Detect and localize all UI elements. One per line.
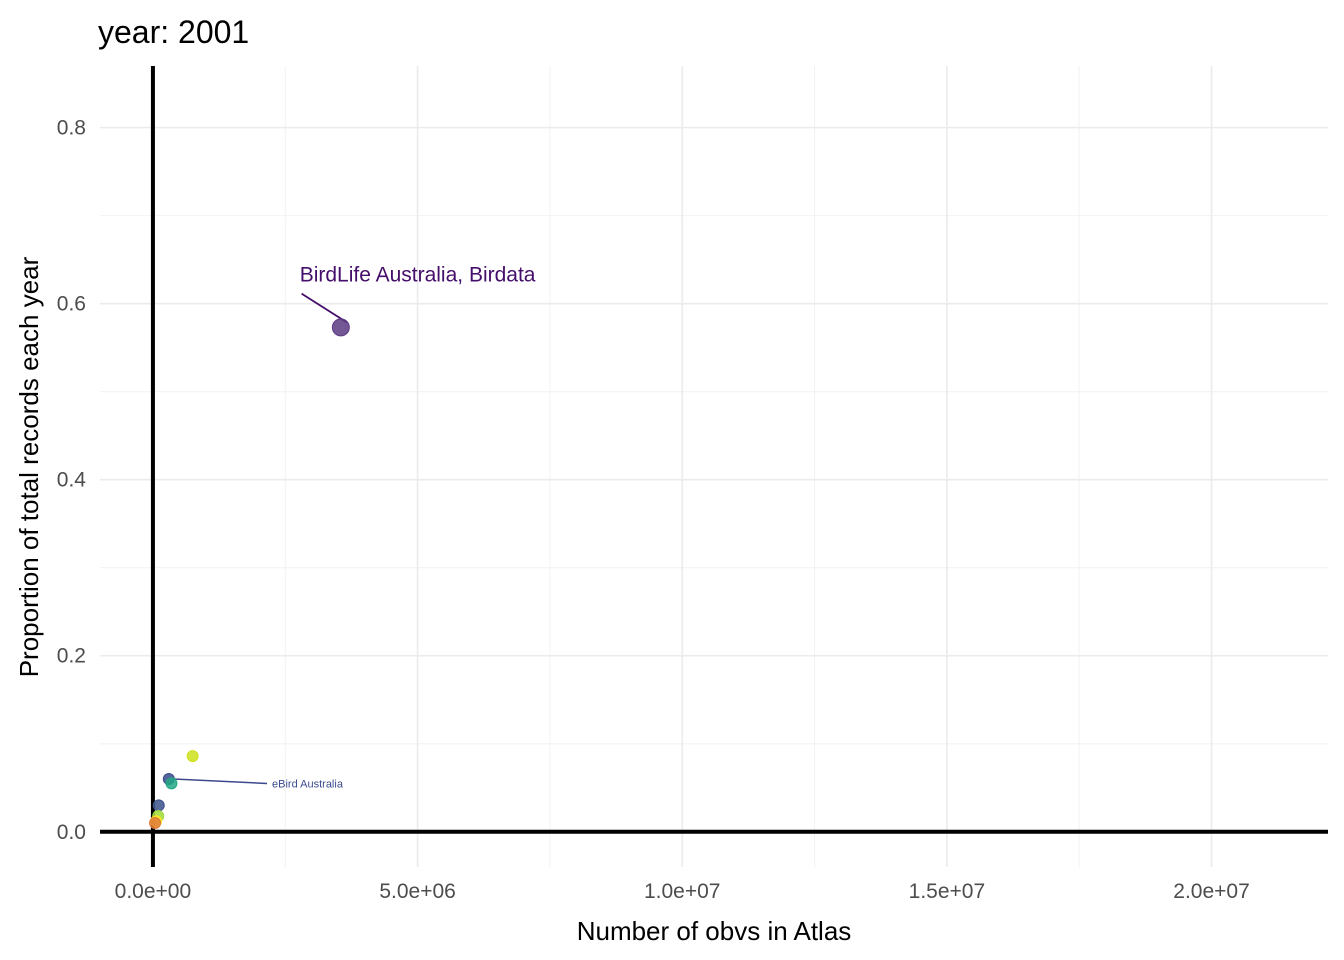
y-tick-label: 0.6 bbox=[57, 293, 86, 316]
x-tick-label: 2.0e+07 bbox=[1173, 880, 1250, 903]
annotation-label: BirdLife Australia, Birdata bbox=[300, 264, 536, 287]
annotation-labels: BirdLife Australia, Birdata eBird Austral… bbox=[272, 264, 536, 791]
x-tick-label: 1.0e+07 bbox=[644, 880, 721, 903]
annotation-leader-line bbox=[301, 292, 348, 324]
y-axis-tick-labels: 0.0 0.2 0.4 0.6 0.8 bbox=[57, 117, 87, 844]
data-point bbox=[331, 318, 350, 337]
x-axis-tick-labels: 0.0e+00 5.0e+06 1.0e+07 1.5e+07 2.0e+07 bbox=[115, 880, 1250, 903]
y-tick-label: 0.0 bbox=[57, 821, 86, 844]
major-gridlines bbox=[100, 66, 1328, 867]
x-tick-label: 0.0e+00 bbox=[115, 880, 192, 903]
reference-lines bbox=[100, 66, 1328, 867]
data-points bbox=[149, 318, 350, 829]
x-axis-title: Number of obvs in Atlas bbox=[577, 916, 852, 946]
x-tick-label: 5.0e+06 bbox=[379, 880, 456, 903]
annotation-label: eBird Australia bbox=[272, 778, 344, 790]
y-tick-label: 0.2 bbox=[57, 645, 86, 668]
annotation-leader-line bbox=[173, 778, 268, 785]
data-point bbox=[149, 816, 162, 829]
data-point bbox=[152, 799, 165, 812]
chart-title: year: 2001 bbox=[98, 14, 249, 50]
data-point bbox=[165, 777, 178, 790]
minor-gridlines bbox=[100, 66, 1328, 867]
y-tick-label: 0.8 bbox=[57, 117, 86, 140]
y-axis-title: Proportion of total records each year bbox=[14, 256, 44, 677]
x-tick-label: 1.5e+07 bbox=[909, 880, 986, 903]
data-point bbox=[186, 750, 199, 763]
annotation-leaders bbox=[173, 292, 348, 785]
y-tick-label: 0.4 bbox=[57, 469, 87, 492]
